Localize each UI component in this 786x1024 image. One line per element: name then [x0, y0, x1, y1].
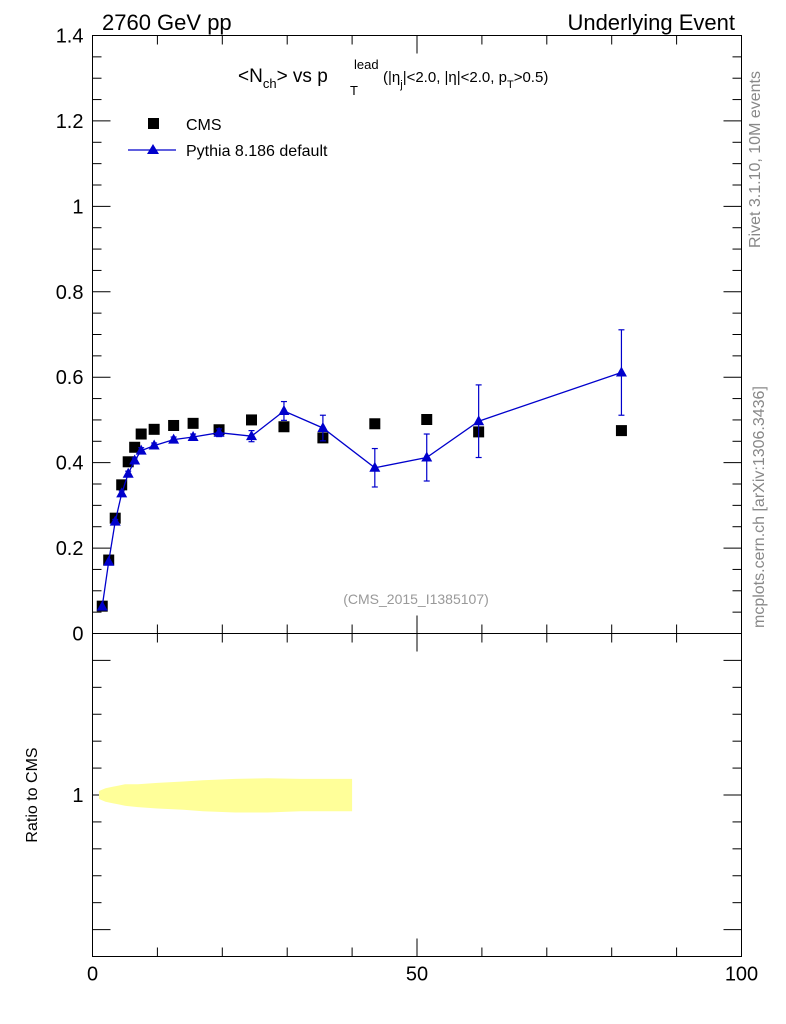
rivet-version-label: Rivet 3.1.10, 10M events: [747, 71, 764, 248]
y-tick-label: 1: [72, 196, 83, 218]
pythia-data-point: [421, 451, 433, 462]
cms-data-point: [168, 419, 180, 431]
pythia-data-point: [96, 600, 108, 611]
axes-layer: 0 0.2 0.4 0.6 0.8 1 1.2 1.4 0 50 100 1: [56, 26, 759, 986]
pythia-data-point: [213, 426, 225, 437]
pythia-data-point: [116, 487, 128, 498]
title-sub-j: j: [399, 79, 402, 91]
title-part-a: <N: [238, 66, 263, 87]
pythia-data-point: [473, 415, 485, 426]
legend-pythia-marker: [147, 144, 159, 154]
legend-cms-marker: [148, 118, 159, 129]
y-tick-label: 0.2: [56, 538, 84, 560]
x-tick-label: 50: [406, 964, 428, 986]
cms-data-point: [116, 479, 128, 491]
pythia-data-point: [135, 444, 147, 455]
mcplots-reference-label: mcplots.cern.ch [arXiv:1306.3436]: [751, 386, 768, 628]
chart-title: <Nch> vs p lead T (|ηj|<2.0, |η|<2.0, pT…: [238, 57, 548, 98]
pythia-data-point: [278, 404, 290, 415]
x-tick-label: 0: [87, 964, 98, 986]
pythia-line: [101, 371, 622, 607]
legend: CMS Pythia 8.186 default: [128, 117, 328, 160]
x-tick-label: 100: [725, 964, 758, 986]
title-part-e: >0.5): [514, 69, 549, 86]
pythia-data-point: [168, 433, 180, 444]
cms-data-point: [369, 418, 381, 430]
energy-label: 2760 GeV pp: [102, 10, 232, 35]
y-tick-label: 0.6: [56, 367, 84, 389]
process-label: Underlying Event: [567, 10, 735, 35]
data-layer: [96, 329, 627, 612]
title-part-d: |<2.0, |η|<2.0, p: [403, 69, 507, 86]
cms-data-point: [129, 441, 141, 453]
cms-data-point: [122, 456, 134, 468]
cms-data-point: [246, 414, 258, 426]
ratio-y-tick-label: 1: [72, 785, 83, 807]
svg-text:<Nch> vs p: <Nch> vs p: [238, 66, 328, 91]
pythia-data-point: [129, 454, 141, 465]
ratio-layer: [99, 778, 353, 813]
legend-pythia-label: Pythia 8.186 default: [186, 143, 328, 160]
cms-data-point: [135, 428, 147, 440]
pythia-data-point: [148, 439, 160, 450]
pythia-data-point: [103, 555, 115, 566]
title-sup-lead: lead: [354, 57, 379, 72]
title-sub-t: T: [350, 83, 358, 98]
analysis-watermark: (CMS_2015_I1385107): [343, 591, 489, 607]
cms-data-point: [148, 423, 160, 435]
y-tick-label: 1.4: [56, 26, 84, 48]
pythia-data-point: [246, 430, 258, 441]
svg-text:(|ηj|<2.0, |η|<2.0, pT>0.5): (|ηj|<2.0, |η|<2.0, pT>0.5): [383, 69, 548, 91]
ratio-uncertainty-band: [99, 778, 353, 813]
ratio-axis-label: Ratio to CMS: [24, 747, 41, 842]
pythia-data-point: [109, 515, 121, 526]
pythia-data-point: [317, 422, 329, 433]
cms-data-point: [187, 417, 199, 429]
cms-data-point: [421, 414, 433, 426]
y-tick-label: 0.8: [56, 282, 84, 304]
y-tick-label: 0: [72, 624, 83, 646]
cms-data-point: [278, 421, 290, 433]
pythia-data-point: [369, 461, 381, 472]
y-tick-label: 1.2: [56, 111, 84, 133]
pythia-data-point: [615, 366, 627, 377]
pythia-data-point: [122, 467, 134, 478]
title-sub-ch: ch: [263, 76, 277, 91]
title-part-b: > vs p: [277, 66, 328, 87]
title-sub-pt: T: [507, 79, 514, 91]
y-tick-label: 0.4: [56, 453, 84, 475]
title-part-c: (|η: [383, 69, 400, 86]
cms-data-point: [615, 425, 627, 437]
legend-cms-label: CMS: [186, 117, 222, 134]
pythia-data-point: [187, 431, 199, 442]
